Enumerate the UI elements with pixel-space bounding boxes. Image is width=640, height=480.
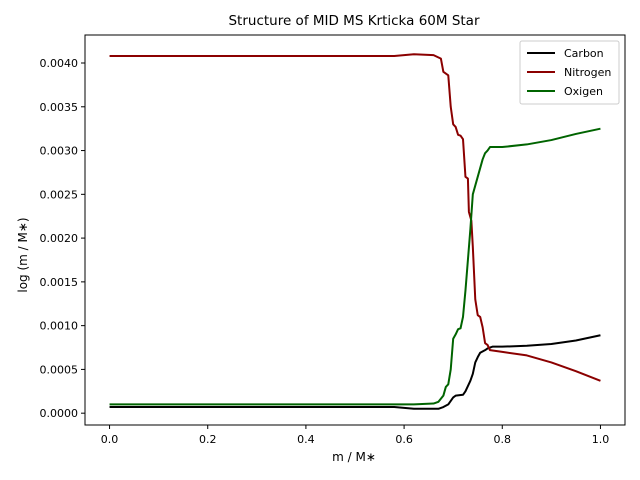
series-line-nitrogen <box>109 53 601 382</box>
x-axis-label: m / M∗ <box>332 450 376 464</box>
chart-title: Structure of MID MS Krticka 60M Star <box>228 13 479 29</box>
series-line-oxigen <box>109 127 601 406</box>
legend-label-oxigen: Oxigen <box>564 85 603 98</box>
y-tick-label: 0.0000 <box>40 407 79 420</box>
plot-area-frame <box>84 34 626 426</box>
series-line-carbon <box>109 334 601 410</box>
x-tick-label: 1.0 <box>592 433 610 446</box>
legend: Carbon Nitrogen Oxigen <box>519 40 620 105</box>
y-tick-label: 0.0020 <box>40 232 79 245</box>
y-tick-label: 0.0015 <box>40 276 79 289</box>
y-axis-label: log (m / M∗) <box>16 217 30 292</box>
x-tick-label: 0.8 <box>494 433 512 446</box>
legend-box <box>519 40 620 105</box>
y-tick-label: 0.0040 <box>40 57 79 70</box>
y-tick-label: 0.0010 <box>40 320 79 333</box>
y-tick-label: 0.0025 <box>40 188 79 201</box>
x-tick-label: 0.0 <box>101 433 119 446</box>
legend-label-carbon: Carbon <box>564 47 604 60</box>
x-tick-label: 0.2 <box>199 433 217 446</box>
y-tick-label: 0.0030 <box>40 145 79 158</box>
legend-label-nitrogen: Nitrogen <box>564 66 611 79</box>
x-tick-label: 0.6 <box>395 433 413 446</box>
y-tick-label: 0.0035 <box>40 101 79 114</box>
x-tick-label: 0.4 <box>297 433 315 446</box>
y-tick-label: 0.0005 <box>40 363 79 376</box>
